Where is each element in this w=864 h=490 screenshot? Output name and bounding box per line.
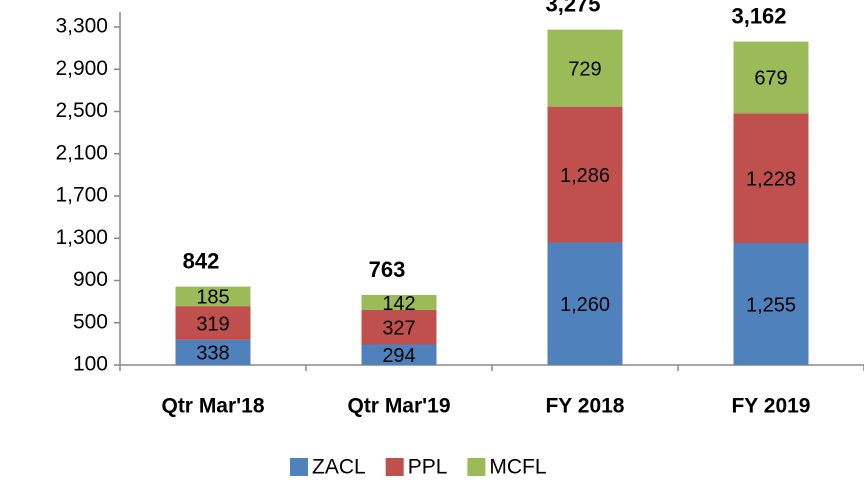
bar-segment bbox=[547, 29, 623, 107]
bar-segment bbox=[733, 113, 809, 244]
y-tick-label: 1,700 bbox=[55, 184, 108, 207]
data-label: 1,255 bbox=[746, 294, 796, 316]
data-label: 1,286 bbox=[560, 165, 610, 187]
bar-segment bbox=[547, 242, 623, 365]
data-label: 1,260 bbox=[560, 294, 610, 316]
bar-segment bbox=[733, 243, 809, 365]
x-tick-label: Qtr Mar'19 bbox=[347, 395, 450, 418]
total-label: 3,162 bbox=[731, 3, 786, 28]
data-label: 327 bbox=[382, 318, 415, 340]
bar-segment bbox=[361, 309, 437, 345]
data-label: 729 bbox=[568, 58, 601, 80]
legend-label: PPL bbox=[408, 456, 448, 479]
legend-swatch bbox=[385, 458, 404, 476]
y-tick-label: 2,500 bbox=[55, 99, 108, 122]
legend-label: MCFL bbox=[489, 456, 546, 479]
data-label: 142 bbox=[382, 293, 415, 315]
legend-swatch bbox=[467, 458, 486, 476]
data-label: 294 bbox=[382, 345, 415, 367]
bar-segment bbox=[733, 41, 809, 114]
bar-segment bbox=[175, 339, 251, 365]
legend-swatch bbox=[290, 458, 308, 476]
legend-label: ZACL bbox=[312, 456, 366, 479]
y-tick-label: 2,900 bbox=[55, 57, 108, 80]
bar-segment bbox=[361, 344, 437, 365]
total-label: 3,275 bbox=[545, 0, 600, 16]
total-label: 842 bbox=[183, 248, 220, 273]
bar-segment bbox=[547, 106, 623, 243]
y-tick-label: 1,300 bbox=[55, 226, 108, 249]
data-label: 185 bbox=[196, 287, 229, 309]
data-label: 319 bbox=[196, 313, 229, 335]
y-tick-label: 900 bbox=[73, 268, 108, 291]
bar-segment bbox=[175, 286, 251, 307]
y-tick-label: 100 bbox=[73, 353, 108, 376]
x-tick-label: FY 2019 bbox=[731, 395, 810, 418]
bar-segment bbox=[175, 306, 251, 340]
y-tick-label: 2,100 bbox=[55, 141, 108, 164]
data-label: 338 bbox=[196, 343, 229, 365]
y-tick-label: 3,300 bbox=[55, 15, 108, 38]
x-tick-label: Qtr Mar'18 bbox=[161, 395, 264, 418]
total-label: 763 bbox=[369, 257, 406, 282]
y-tick-label: 500 bbox=[73, 310, 108, 333]
data-label: 679 bbox=[754, 68, 787, 90]
x-tick-label: FY 2018 bbox=[545, 395, 624, 418]
data-label: 1,228 bbox=[746, 168, 796, 190]
bar-segment bbox=[361, 294, 437, 310]
